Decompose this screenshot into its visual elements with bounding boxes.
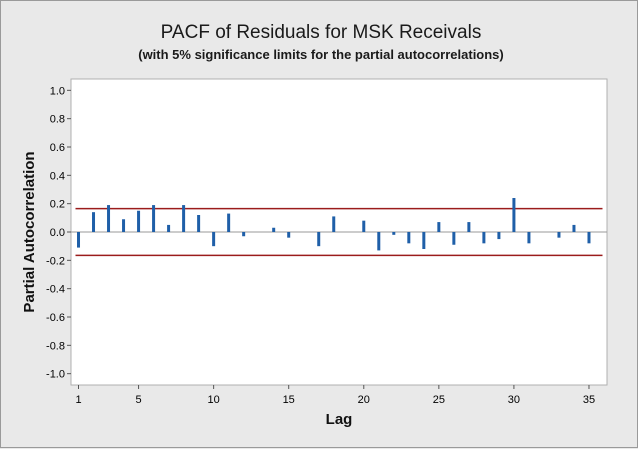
- x-tick-label: 35: [583, 394, 595, 406]
- pacf-bar-lag-35: [587, 232, 591, 244]
- pacf-bar-lag-21: [377, 232, 381, 251]
- x-tick-label: 15: [283, 394, 295, 406]
- pacf-bar-lag-29: [497, 232, 501, 240]
- y-axis-label: Partial Autocorrelation: [21, 151, 38, 312]
- pacf-bar-lag-4: [122, 219, 126, 232]
- y-tick-label: 0.0: [50, 227, 65, 239]
- pacf-bar-lag-25: [437, 222, 441, 232]
- bar-group: [77, 198, 591, 251]
- y-tick-label: 0.4: [50, 170, 65, 182]
- pacf-bar-lag-6: [152, 205, 156, 232]
- pacf-bar-lag-3: [107, 205, 111, 232]
- x-axis-ticks: 1 5 10 15 20 25 30 35: [75, 385, 595, 406]
- pacf-bar-lag-18: [332, 216, 336, 232]
- pacf-bar-lag-31: [527, 232, 531, 244]
- pacf-bar-lag-12: [242, 232, 246, 237]
- pacf-bar-lag-11: [227, 213, 231, 232]
- y-tick-label: 1.0: [50, 85, 65, 97]
- x-tick-label: 10: [208, 394, 220, 406]
- x-axis-label: Lag: [326, 411, 353, 428]
- pacf-bar-lag-17: [317, 232, 321, 247]
- x-tick-label: 5: [136, 394, 142, 406]
- y-tick-label: 0.6: [50, 142, 65, 154]
- y-tick-label: -0.6: [46, 312, 65, 324]
- y-tick-label: -0.8: [46, 340, 65, 352]
- pacf-bar-lag-34: [572, 224, 576, 232]
- pacf-bar-lag-1: [77, 232, 81, 248]
- y-tick-label: 0.8: [50, 114, 65, 126]
- x-tick-label: 1: [75, 394, 81, 406]
- y-tick-label: -0.4: [46, 284, 65, 296]
- pacf-bar-lag-26: [452, 232, 456, 245]
- pacf-bar-lag-5: [137, 210, 141, 232]
- pacf-bar-lag-24: [422, 232, 426, 249]
- y-tick-label: -1.0: [46, 369, 65, 381]
- pacf-bar-lag-9: [197, 215, 201, 232]
- x-tick-label: 25: [433, 394, 445, 406]
- pacf-bar-lag-7: [167, 224, 171, 232]
- pacf-bar-lag-33: [557, 232, 561, 238]
- x-tick-label: 30: [508, 394, 520, 406]
- pacf-bar-lag-2: [92, 212, 96, 232]
- pacf-bar-lag-8: [182, 205, 186, 232]
- pacf-bar-lag-10: [212, 232, 216, 247]
- y-tick-label: -0.2: [46, 255, 65, 267]
- pacf-bar-lag-23: [407, 232, 411, 244]
- pacf-bar-lag-22: [392, 232, 396, 235]
- pacf-bar-lag-14: [272, 227, 276, 232]
- pacf-bar-lag-20: [362, 220, 366, 232]
- x-tick-label: 20: [358, 394, 370, 406]
- y-axis-ticks: 1.0 0.8 0.6 0.4 0.2 0.0 -0.2 -0.4 -0.6 -0.8 -1.0: [46, 85, 71, 381]
- pacf-bar-lag-15: [287, 232, 291, 238]
- pacf-bar-lag-28: [482, 232, 486, 244]
- chart-title: PACF of Residuals for MSK Receivals: [161, 22, 482, 43]
- chart-subtitle: (with 5% significance limits for the par…: [138, 47, 504, 62]
- y-tick-label: 0.2: [50, 199, 65, 211]
- pacf-bar-lag-30: [512, 198, 516, 232]
- pacf-bar-lag-27: [467, 222, 471, 232]
